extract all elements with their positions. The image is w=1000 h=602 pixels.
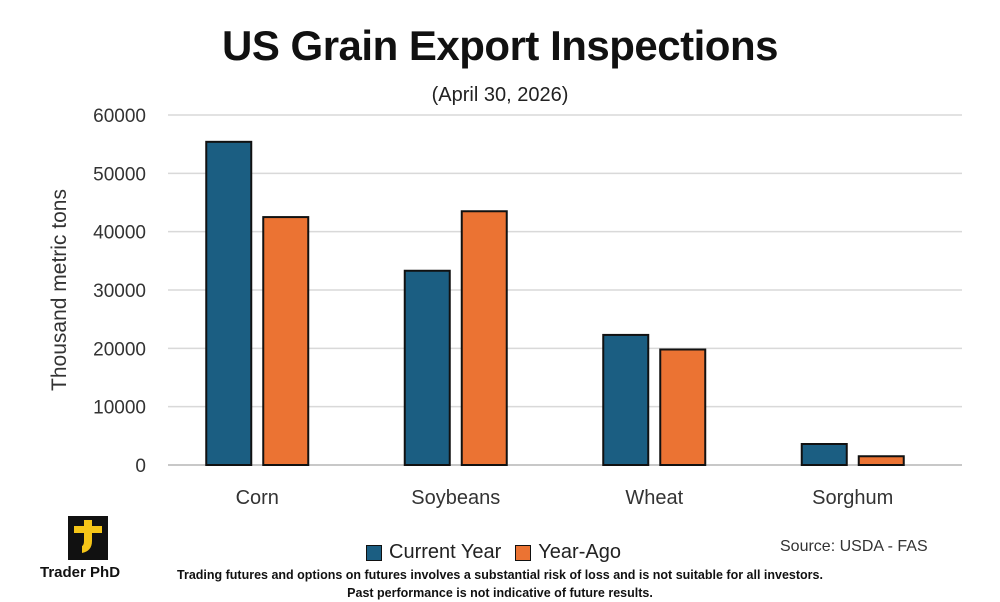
y-tick-label: 30000: [93, 281, 146, 302]
legend-item-current-year: Current Year: [366, 541, 501, 564]
legend-swatch-current-year: [366, 544, 382, 561]
bar-soybeans-year-ago: [460, 210, 508, 466]
chart-title: US Grain Export Inspections: [222, 22, 778, 69]
trader-phd-logo-icon: [68, 516, 108, 560]
y-tick-label: 50000: [93, 164, 146, 185]
brand-name: Trader PhD: [40, 564, 121, 581]
bar-corn-current-year: [205, 140, 253, 466]
legend: Current Year Year-Ago: [366, 541, 635, 564]
x-category-label: Sorghum: [812, 487, 893, 509]
y-tick-label: 60000: [93, 106, 146, 127]
legend-label-year-ago: Year-Ago: [538, 541, 621, 563]
disclaimer: Trading futures and options on futures i…: [150, 566, 850, 602]
legend-label-current-year: Current Year: [389, 541, 502, 563]
disclaimer-line-2: Past performance is not indicative of fu…: [347, 586, 653, 600]
disclaimer-line-1: Trading futures and options on futures i…: [177, 568, 823, 582]
source-note: Source: USDA - FAS: [780, 538, 928, 555]
bar-sorghum-current-year: [800, 443, 848, 466]
chart-subtitle: (April 30, 2026): [431, 84, 569, 106]
bar-wheat-year-ago: [659, 348, 707, 466]
y-axis-label: Thousand metric tons: [48, 189, 71, 391]
y-tick-label: 20000: [93, 339, 146, 360]
bar-sorghum-year-ago: [857, 455, 905, 466]
y-tick-label: 40000: [93, 223, 146, 244]
y-tick-label: 0: [135, 456, 146, 477]
legend-swatch-year-ago: [515, 544, 532, 561]
bar-wheat-current-year: [602, 333, 650, 466]
x-category-label: Soybeans: [411, 487, 500, 509]
x-category-label: Corn: [236, 487, 279, 509]
y-tick-label: 10000: [93, 398, 146, 419]
legend-item-year-ago: Year-Ago: [515, 541, 621, 564]
bar-corn-year-ago: [262, 216, 310, 466]
x-category-label: Wheat: [625, 487, 683, 509]
bar-soybeans-current-year: [403, 269, 451, 466]
